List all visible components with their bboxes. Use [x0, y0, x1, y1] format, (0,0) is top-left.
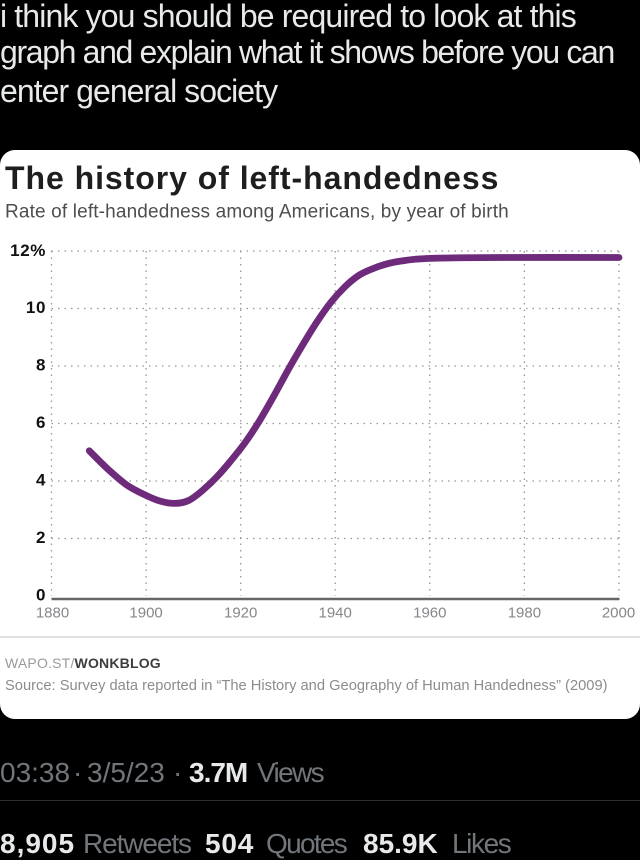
svg-text:4: 4 — [36, 471, 46, 490]
svg-text:0: 0 — [36, 586, 46, 605]
svg-text:6: 6 — [36, 413, 46, 432]
svg-text:1880: 1880 — [36, 605, 69, 622]
svg-text:1940: 1940 — [319, 605, 352, 622]
svg-text:10: 10 — [26, 298, 46, 317]
svg-text:2: 2 — [36, 528, 46, 547]
svg-text:WAPO.ST/WONKBLOG: WAPO.ST/WONKBLOG — [5, 655, 161, 671]
svg-text:The history of left-handedness: The history of left-handedness — [5, 160, 499, 196]
svg-text:Rate of left-handedness among: Rate of left-handedness among Americans,… — [5, 202, 509, 223]
svg-text:1960: 1960 — [413, 605, 446, 622]
svg-text:Source: Survey data reported i: Source: Survey data reported in “The His… — [5, 678, 608, 694]
svg-text:1900: 1900 — [129, 605, 162, 622]
svg-text:1920: 1920 — [224, 605, 257, 622]
svg-text:8: 8 — [36, 356, 46, 375]
svg-text:12%: 12% — [10, 241, 46, 260]
svg-text:2000: 2000 — [602, 605, 635, 622]
svg-text:1980: 1980 — [508, 605, 541, 622]
